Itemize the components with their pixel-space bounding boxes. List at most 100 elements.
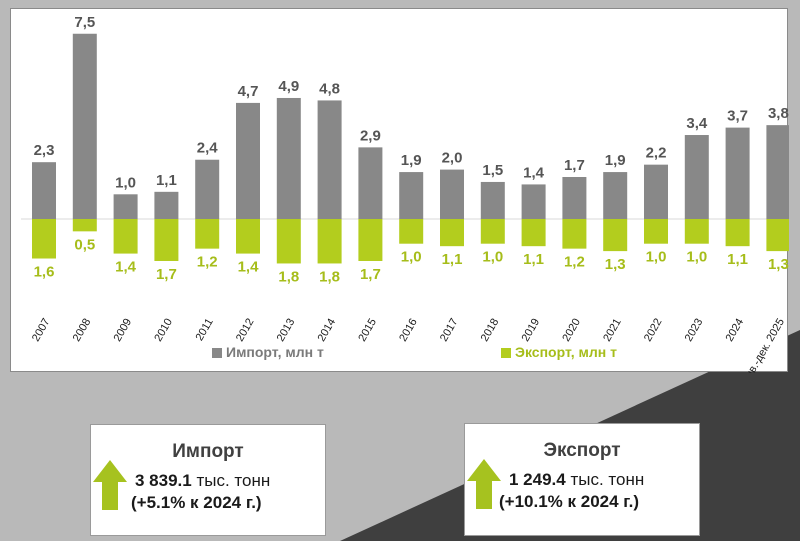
x-tick-label: 2018 [479,317,502,344]
export-data-label: 0,5 [74,236,95,253]
import-card-title: Импорт [172,441,244,462]
import-data-label: 2,2 [646,145,667,162]
x-tick-label: 2019 [520,317,543,344]
import-data-label: 4,8 [319,80,340,97]
export-card-change: (+10.1% к 2024 г.) [499,492,640,511]
export-bar [603,219,628,252]
export-bar [440,219,464,247]
export-bar [236,219,260,254]
import-bar [766,125,789,219]
export-bar [72,219,97,232]
import-bar [725,127,750,219]
x-tick-label: 2009 [112,317,135,344]
x-tick-label: 2007 [30,317,53,344]
export-data-label: 1,7 [156,266,177,283]
x-tick-label: 2016 [397,317,420,344]
import-data-label: 7,5 [74,14,95,31]
export-bar [521,219,546,247]
export-data-label: 1,8 [278,268,299,285]
import-bar [358,147,383,219]
bar-chart: 2,3 1,6 2007 7,5 0,5 2008 1,0 1,4 2009 1,1 1,7 2010… [21,14,789,374]
x-tick-label: 2023 [683,317,706,344]
x-tick-label: 2022 [642,317,665,344]
import-data-label: 2,3 [34,142,55,159]
import-card-change: (+5.1% к 2024 г.) [131,493,262,512]
export-data-label: 1,2 [564,254,585,271]
x-tick-label: 2013 [275,317,298,344]
export-card-value-line: 1 249.4 тыс. тонн [509,470,644,490]
export-data-label: 1,4 [238,259,260,276]
import-bar [603,172,628,219]
export-data-label: 1,7 [360,266,381,283]
import-bar [684,135,709,219]
export-data-label: 1,1 [727,251,748,268]
import-bar [195,159,220,219]
import-data-label: 3,7 [727,108,748,125]
export-bar [113,219,138,254]
x-tick-label: янв.-дек. 2025 [740,317,787,374]
legend-import-label: Импорт, млн т [226,344,324,360]
x-tick-label: 2008 [71,317,94,344]
export-bar [154,219,179,261]
import-bar [236,102,260,219]
export-card-value: 1 249.4 [509,470,566,489]
export-data-label: 1,4 [115,259,137,276]
export-bar [195,219,220,249]
import-bar [399,172,424,219]
import-card-unit: тыс. тонн [196,471,271,490]
import-bar [440,169,464,219]
x-tick-label: 2015 [356,317,379,344]
import-bar [276,97,301,219]
legend-export-label: Экспорт, млн т [515,344,617,360]
import-data-label: 1,7 [564,157,585,174]
import-data-label: 1,4 [523,164,545,181]
export-bar [317,219,342,264]
legend-import-swatch [212,348,222,358]
export-bar [644,219,668,244]
import-card: Импорт 3 839.1 тыс. тонн (+5.1% к 2024 г… [90,424,326,536]
import-data-label: 3,8 [768,105,789,122]
export-data-label: 1,0 [482,249,503,266]
import-card-value: 3 839.1 [135,471,192,490]
arrow-up-icon [93,460,127,510]
export-data-label: 1,8 [319,268,340,285]
export-bar [684,219,709,244]
import-data-label: 3,4 [686,115,708,132]
x-tick-label: 2020 [560,317,583,344]
x-tick-label: 2017 [438,317,461,344]
x-tick-label: 2021 [601,317,624,344]
export-data-label: 1,2 [197,254,218,271]
import-bar [154,191,179,219]
export-data-label: 1,1 [442,251,463,268]
export-data-label: 1,0 [646,249,667,266]
export-card-title: Экспорт [543,440,621,461]
import-data-label: 2,9 [360,127,381,144]
export-card: Экспорт 1 249.4 тыс. тонн (+10.1% к 2024… [464,423,700,536]
import-bar [562,177,587,219]
x-tick-label: 2024 [724,317,747,344]
export-data-label: 1,6 [34,264,55,281]
x-tick-label: 2010 [152,317,175,344]
x-tick-label: 2011 [194,317,216,343]
import-bar [480,181,505,219]
import-data-label: 2,4 [197,140,219,157]
import-data-label: 1,9 [401,152,422,169]
import-data-label: 4,7 [238,83,259,100]
export-bar [766,219,789,252]
export-data-label: 1,3 [605,256,626,273]
import-bar [644,164,668,219]
import-data-label: 1,5 [482,162,503,179]
import-data-label: 1,9 [605,152,626,169]
import-card-value-line: 3 839.1 тыс. тонн [135,471,270,491]
export-bar [725,219,750,247]
export-data-label: 1,0 [686,249,707,266]
chart-panel: 2,3 1,6 2007 7,5 0,5 2008 1,0 1,4 2009 1,1 1,7 2010… [10,8,789,374]
import-data-label: 1,0 [115,174,136,191]
legend-export-swatch [501,348,511,358]
arrow-up-icon [467,459,501,509]
export-bar [358,219,383,261]
export-bar [276,219,301,264]
import-data-label: 2,0 [442,150,463,167]
import-data-label: 1,1 [156,172,177,189]
import-bar [317,100,342,219]
